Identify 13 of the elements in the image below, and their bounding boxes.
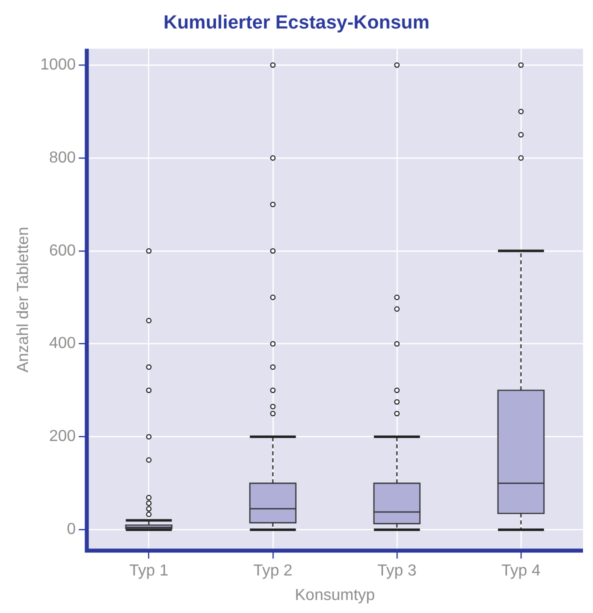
x-axis-title: Konsumtyp xyxy=(294,586,376,604)
y-axis-title: Anzahl der Tabletten xyxy=(15,226,32,372)
y-tick-label: 800 xyxy=(49,149,76,166)
x-tick-label: Typ 2 xyxy=(253,562,293,580)
y-tick-label: 200 xyxy=(49,428,76,446)
x-tick-label: Typ 4 xyxy=(501,562,541,580)
y-tick-label: 600 xyxy=(49,242,76,260)
chart-title: Kumulierter Ecstasy-Konsum xyxy=(163,12,430,34)
x-tick-label: Typ 3 xyxy=(377,562,417,580)
x-tick-label: Typ 1 xyxy=(129,562,168,580)
y-tick-label: 400 xyxy=(49,335,76,352)
y-tick-label: 1000 xyxy=(40,56,76,74)
y-tick-label: 0 xyxy=(66,521,76,538)
